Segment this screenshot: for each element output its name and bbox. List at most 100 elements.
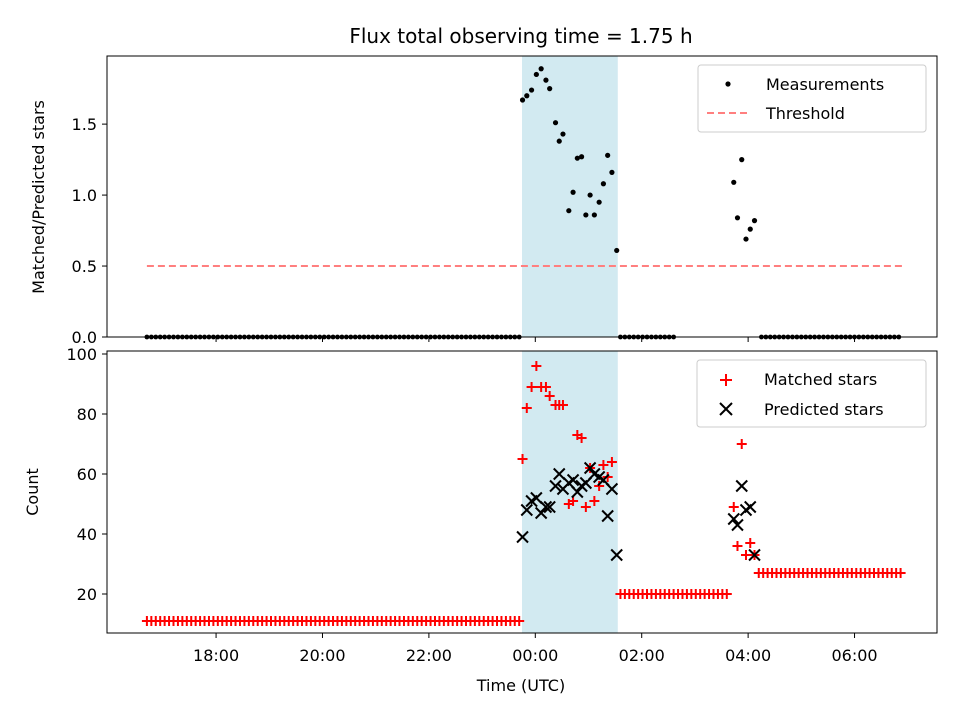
- measurement-point: [524, 93, 530, 99]
- x-tick-label: 22:00: [406, 646, 452, 665]
- measurement-point: [596, 199, 602, 205]
- measurement-point: [560, 131, 566, 137]
- ratio-axes-frame: [106, 55, 938, 338]
- x-tick-label: 20:00: [299, 646, 345, 665]
- predicted-star-point: [516, 530, 529, 544]
- count-points: [141, 361, 906, 626]
- measurement-point: [751, 218, 758, 224]
- measurement-point: [743, 236, 749, 242]
- x-tick-label: 18:00: [193, 646, 239, 665]
- measurement-point: [556, 138, 562, 144]
- y-tick-label: 60: [77, 465, 97, 484]
- matched-star-point: [557, 400, 568, 410]
- legend-matched-label: Matched stars: [764, 370, 877, 389]
- predicted-star-point: [727, 512, 740, 526]
- measurement-point: [614, 247, 620, 254]
- predicted-star-point: [553, 467, 566, 481]
- y-tick-label: 100: [66, 345, 97, 364]
- matched-star-point: [745, 538, 756, 548]
- x-tick-label: 06:00: [831, 646, 877, 665]
- matched-star-point: [576, 433, 587, 443]
- legend-predicted-marker: [719, 402, 733, 416]
- measurement-point: [747, 226, 753, 232]
- predicted-star-point: [748, 548, 761, 562]
- matched-star-point: [895, 568, 906, 578]
- measurement-point: [547, 86, 553, 92]
- measurement-point: [591, 212, 597, 218]
- predicted-star-point: [539, 500, 553, 514]
- measurement-point: [609, 169, 615, 175]
- matched-star-point: [598, 460, 609, 470]
- count-legend-box: [696, 359, 927, 428]
- predicted-star-point: [610, 548, 623, 562]
- predicted-star-point: [543, 500, 556, 514]
- y-tick-label: 1.5: [72, 115, 97, 134]
- count-y-axis-label: Count: [23, 468, 42, 516]
- measurement-point: [605, 152, 611, 158]
- predicted-star-point: [566, 473, 580, 487]
- chart-title: Flux total observing time = 1.75 h: [349, 24, 692, 48]
- matched-star-point: [540, 382, 551, 392]
- matched-star-point: [594, 481, 605, 491]
- count-x-ticks: 18:00 20:00 22:00 00:00 02:00 04:00 06:00: [193, 633, 878, 665]
- measurement-point: [583, 212, 589, 218]
- measurement-point: [731, 179, 737, 185]
- matched-star-point: [526, 382, 537, 392]
- matched-star-point: [740, 550, 751, 560]
- predicted-star-point: [530, 491, 543, 505]
- measurement-point: [566, 208, 572, 214]
- measurement-point: [519, 97, 526, 103]
- ratio-y-ticks: 0.0 0.5 1.0 1.5: [72, 115, 107, 347]
- measurement-point: [528, 87, 535, 93]
- measurement-point: [578, 154, 585, 160]
- matched-star-point: [517, 454, 528, 464]
- ratio-y-axis-label: Matched/Predicted stars: [29, 100, 48, 294]
- predicted-star-point: [735, 479, 748, 493]
- matched-star-point: [521, 403, 532, 413]
- y-tick-label: 40: [77, 525, 97, 544]
- matched-star-point: [544, 391, 555, 401]
- legend-measurements-label: Measurements: [766, 75, 884, 94]
- matched-star-point: [732, 541, 743, 551]
- x-tick-label: 04:00: [725, 646, 771, 665]
- measurement-point: [538, 66, 544, 72]
- ratio-x-ticks: [215, 337, 856, 342]
- matched-star-point: [589, 496, 600, 506]
- y-tick-label: 20: [77, 585, 97, 604]
- observing-window-shade: [522, 351, 618, 633]
- count-panel: 20 40 60 80 100 18:00 20:00 22:00 00:00 02:00 04:…: [23, 345, 938, 695]
- measurement-point: [574, 155, 580, 161]
- predicted-star-point: [520, 503, 533, 517]
- matched-star-point: [606, 457, 617, 467]
- matched-star-point: [531, 361, 542, 371]
- matched-star-point: [736, 439, 747, 449]
- ratio-legend: Measurements Threshold: [697, 64, 927, 133]
- ratio-panel: 0.0 0.5 1.0 1.5 Matched/Predicted stars Mea…: [29, 55, 938, 347]
- measurement-point: [543, 77, 549, 83]
- y-tick-label: 0.0: [72, 328, 97, 347]
- ratio-legend-box: [697, 64, 927, 133]
- measurement-point: [734, 215, 741, 221]
- matched-star-point: [580, 502, 591, 512]
- legend-matched-marker: [720, 374, 732, 386]
- measurement-point: [570, 189, 576, 195]
- measurement-point: [600, 181, 607, 187]
- y-tick-label: 0.5: [72, 257, 97, 276]
- count-y-ticks: 20 40 60 80 100: [66, 345, 107, 604]
- predicted-star-point: [549, 479, 562, 493]
- predicted-star-point: [605, 482, 619, 496]
- y-tick-label: 80: [77, 405, 97, 424]
- legend-threshold-label: Threshold: [765, 104, 845, 123]
- y-tick-label: 1.0: [72, 186, 97, 205]
- matched-star-point: [728, 502, 739, 512]
- predicted-star-point: [744, 500, 757, 514]
- legend-measurements-marker: [725, 81, 731, 87]
- x-tick-label: 00:00: [512, 646, 558, 665]
- observing-window-shade: [522, 56, 618, 337]
- measurement-point: [533, 71, 539, 78]
- count-axes-frame: [106, 350, 938, 634]
- legend-predicted-label: Predicted stars: [764, 400, 884, 419]
- predicted-star-point: [731, 518, 744, 532]
- count-legend: Matched stars Predicted stars: [696, 359, 927, 428]
